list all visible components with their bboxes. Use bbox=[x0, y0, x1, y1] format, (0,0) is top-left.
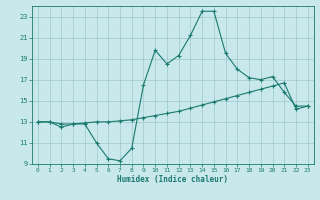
X-axis label: Humidex (Indice chaleur): Humidex (Indice chaleur) bbox=[117, 175, 228, 184]
